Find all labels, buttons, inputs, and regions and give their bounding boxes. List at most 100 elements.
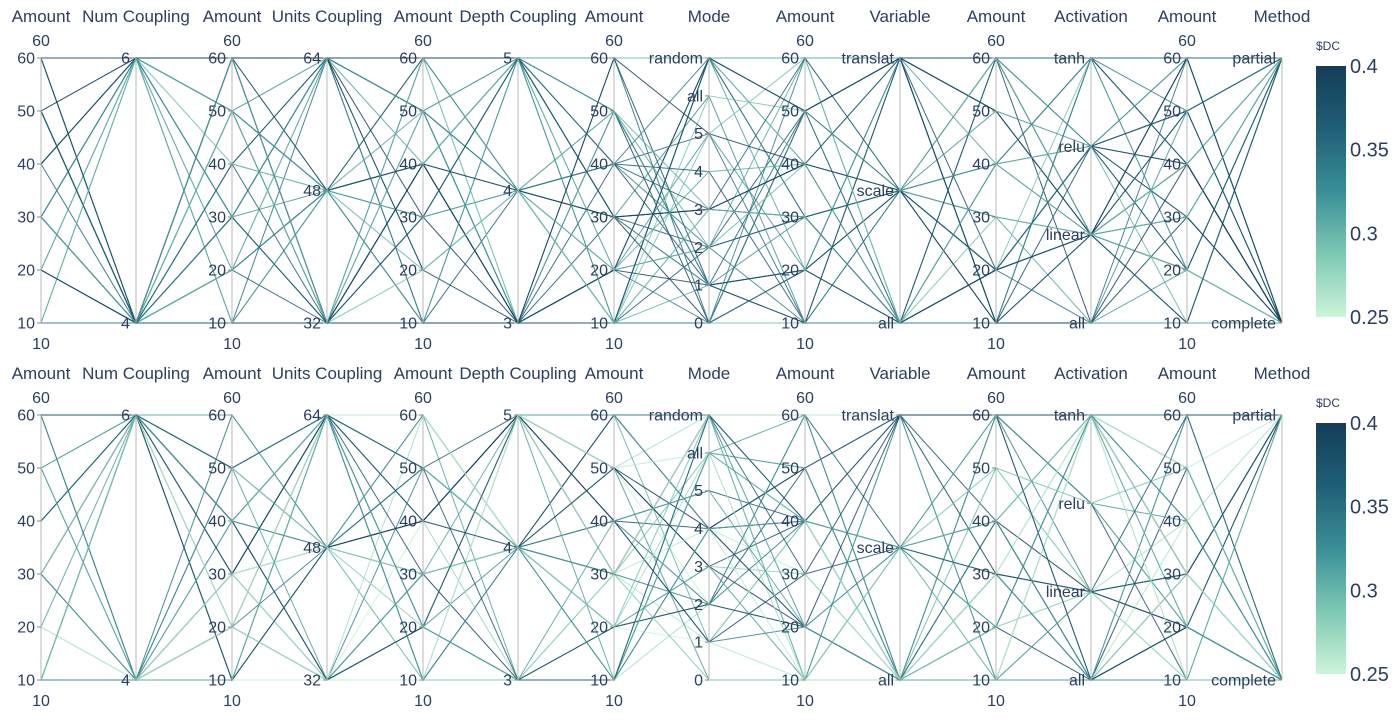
tick-label: relu [1058,139,1085,156]
tick-label: 30 [17,210,35,227]
tick-label: 30 [399,567,417,584]
colorbar: $DC 0.4 0.35 0.3 0.25 [1316,396,1389,686]
tick-label: 6 [121,51,130,68]
tick-label: 30 [590,210,608,227]
trace-line [40,413,1283,681]
tick-label: 64 [303,51,321,68]
tick-label: 60 [208,408,226,425]
tick-label: 3 [694,202,703,219]
tick-label: 50 [781,461,799,478]
tick-label: 60 [17,51,35,68]
tick-label: 40 [208,157,226,174]
trace-line [40,56,1283,325]
trace-line [41,414,1283,681]
tick-label: 4 [503,540,512,557]
axis-range-min: 10 [414,336,432,353]
tick-label: 30 [781,567,799,584]
tick-label: partial [1232,51,1276,68]
axis-10: Amount 60 50 40 30 20 10 60 10 [967,364,1026,710]
trace-lines [40,56,1283,325]
tick-label: complete [1211,673,1276,690]
axis-range-min: 10 [796,693,814,710]
axis-6: Amount 60 50 40 30 20 10 60 10 [585,364,644,710]
axis-2: Amount 60 50 40 30 20 10 60 10 [203,7,262,353]
tick-label: 4 [121,673,130,690]
tick-label: 2 [694,240,703,257]
tick-label: 20 [1163,620,1181,637]
axis-range-max: 60 [32,33,50,50]
tick-label: 60 [590,51,608,68]
axis-12: Amount 60 50 40 30 20 10 60 10 [1158,7,1217,353]
tick-label: 50 [781,104,799,121]
tick-label: complete [1211,316,1276,333]
axis-title: Num Coupling [82,7,190,26]
axis-title: Units Coupling [272,364,383,383]
axis-title: Amount [1158,364,1217,383]
trace-line [40,414,1283,681]
tick-label: 30 [17,567,35,584]
colorbar-title: $DC [1316,396,1340,410]
colorbar-tick-label: 0.4 [1350,56,1378,78]
tick-label: 0 [694,673,703,690]
colorbar-title: $DC [1316,39,1340,53]
axis-8: Amount 60 50 40 30 20 10 60 10 [776,364,835,710]
tick-label: 10 [972,316,990,333]
axis-title: Amount [12,364,71,383]
tick-label: 40 [208,514,226,531]
axis-range-min: 10 [605,693,623,710]
tick-label: 10 [17,316,35,333]
axis-range-max: 60 [796,33,814,50]
tick-label: 30 [399,210,417,227]
tick-label: 40 [1163,514,1181,531]
axis-title: Method [1254,7,1311,26]
tick-label: 60 [208,51,226,68]
colorbar-tick-label: 0.4 [1350,413,1378,435]
tick-label: 60 [781,408,799,425]
colorbar-gradient [1316,66,1346,317]
tick-label: 3 [694,559,703,576]
tick-label: 20 [1163,263,1181,280]
axis-7: Mode random all 5 4 3 2 1 0 [649,7,731,333]
tick-label: 48 [303,183,321,200]
trace-line [40,56,1283,325]
axis-7: Mode random all 5 4 3 2 1 0 [649,364,731,690]
axis-9: Variable translat scale all [842,364,931,690]
tick-label: 10 [399,673,417,690]
axis-13: Method partial complete [1211,7,1310,333]
tick-label: all [1069,316,1085,333]
trace-line [40,57,1283,325]
axis-title: Amount [776,7,835,26]
axis-title: Activation [1054,364,1128,383]
tick-label: 20 [781,263,799,280]
axis-title: Amount [1158,7,1217,26]
tick-label: 60 [590,408,608,425]
tick-label: 10 [590,673,608,690]
tick-label: 20 [972,263,990,280]
axis-range-max: 60 [32,390,50,407]
tick-label: 50 [972,461,990,478]
tick-label: 30 [208,567,226,584]
tick-label: 40 [399,514,417,531]
tick-label: tanh [1054,51,1085,68]
colorbar: $DC 0.4 0.35 0.3 0.25 [1316,39,1389,329]
tick-label: 32 [303,316,321,333]
tick-label: 5 [694,126,703,143]
tick-label: 64 [303,408,321,425]
axis-title: Variable [869,364,930,383]
tick-label: 10 [590,316,608,333]
colorbar-tick-label: 0.25 [1350,664,1389,686]
tick-label: 10 [1163,316,1181,333]
axis-range-min: 10 [1178,336,1196,353]
tick-label: 5 [503,408,512,425]
tick-label: 40 [399,157,417,174]
axis-6: Amount 60 50 40 30 20 10 60 10 [585,7,644,353]
tick-label: 30 [208,210,226,227]
tick-label: 20 [17,263,35,280]
axis-0: Amount 60 50 40 30 20 10 60 10 [12,364,71,710]
tick-label: 10 [781,673,799,690]
axis-title: Method [1254,364,1311,383]
tick-label: 4 [121,316,130,333]
tick-label: 30 [972,567,990,584]
tick-label: 20 [399,263,417,280]
